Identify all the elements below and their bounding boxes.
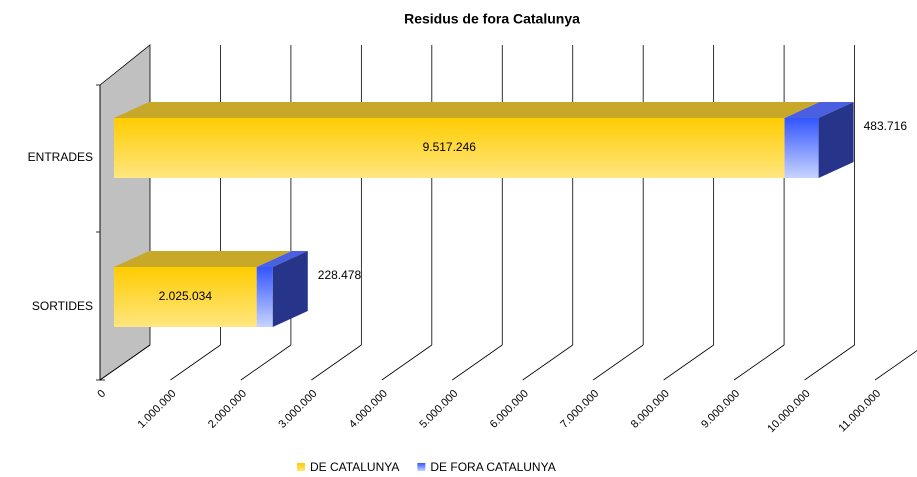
bar-top [256,251,308,267]
grid-line [733,344,785,381]
grid-line [452,344,503,381]
grid-line [311,344,362,381]
x-tick-label: 11.000.000 [836,388,883,435]
data-label: 228.478 [318,268,362,282]
x-tick-label: 5.000.000 [417,388,460,431]
bar-side [272,251,308,327]
grid-line [170,344,221,381]
grid-line [663,344,714,381]
grid-line [874,350,917,381]
bar [114,267,257,327]
legend-swatch [417,463,426,471]
x-tick-label: 8.000.000 [629,388,672,431]
chart-title: Residus de fora Catalunya [404,11,580,27]
grid-line [522,344,573,381]
x-tick-label: 6.000.000 [488,388,531,431]
grid-line [99,344,151,381]
y-tick-label: SORTIDES [32,299,93,313]
back-wall [99,44,151,381]
x-tick-label: 4.000.000 [347,388,390,431]
data-label: 483.716 [864,119,908,133]
grid-line [804,344,855,381]
bar [114,118,785,178]
bar-top [114,102,820,118]
y-tick-label: ENTRADES [28,150,93,164]
data-label: 2.025.034 [159,289,213,303]
bar [256,267,273,327]
bar-side [818,102,854,178]
x-tick-label: 1.000.000 [136,388,179,431]
bar-top [784,102,854,118]
bar [784,118,819,178]
bar-top [114,251,292,267]
x-tick-label: 10.000.000 [765,388,812,435]
legend-label: DE CATALUNYA [310,460,399,474]
x-tick-label: 2.000.000 [206,388,249,431]
grid-line [592,344,644,381]
x-tick-label: 3.000.000 [276,388,319,431]
legend-label: DE FORA CATALUNYA [430,460,555,474]
legend-swatch [297,463,305,471]
x-tick-label: 0 [95,388,108,401]
grid-line [240,344,292,381]
data-label: 9.517.246 [423,140,477,154]
grid-line [381,344,433,381]
x-tick-label: 7.000.000 [558,388,601,431]
x-tick-label: 9.000.000 [699,388,742,431]
